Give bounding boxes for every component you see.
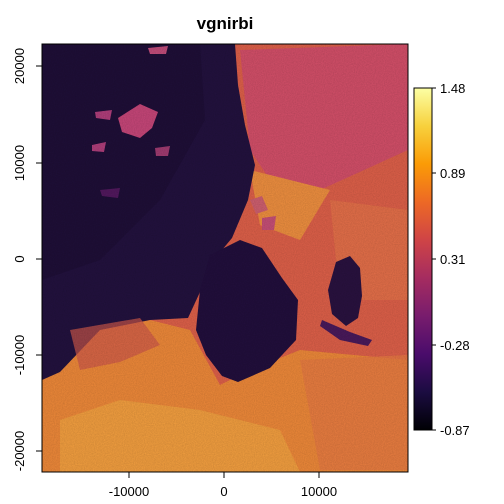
plot-frame — [41, 43, 409, 473]
legend-tick-label: 1.48 — [440, 81, 465, 96]
x-tick-label: 10000 — [301, 484, 337, 499]
map-title: vgnirbi — [196, 14, 254, 33]
y-tick-label: 20000 — [12, 48, 27, 84]
y-tick-label: 0 — [12, 255, 27, 262]
legend-tick-label: -0.87 — [440, 423, 470, 438]
legend-colorbar — [413, 87, 433, 431]
x-tick-label: -10000 — [109, 484, 149, 499]
raster-image — [42, 44, 408, 472]
legend-tick-label: 0.89 — [440, 166, 465, 181]
y-tick-label: -10000 — [12, 335, 27, 375]
axis-ticks — [36, 65, 320, 478]
legend-tick-label: -0.28 — [440, 338, 470, 353]
y-tick-label: 10000 — [12, 145, 27, 181]
y-tick-label: -20000 — [12, 431, 27, 471]
x-tick-label: 0 — [220, 484, 227, 499]
legend-ticks — [432, 87, 436, 431]
legend-tick-label: 0.31 — [440, 252, 465, 267]
